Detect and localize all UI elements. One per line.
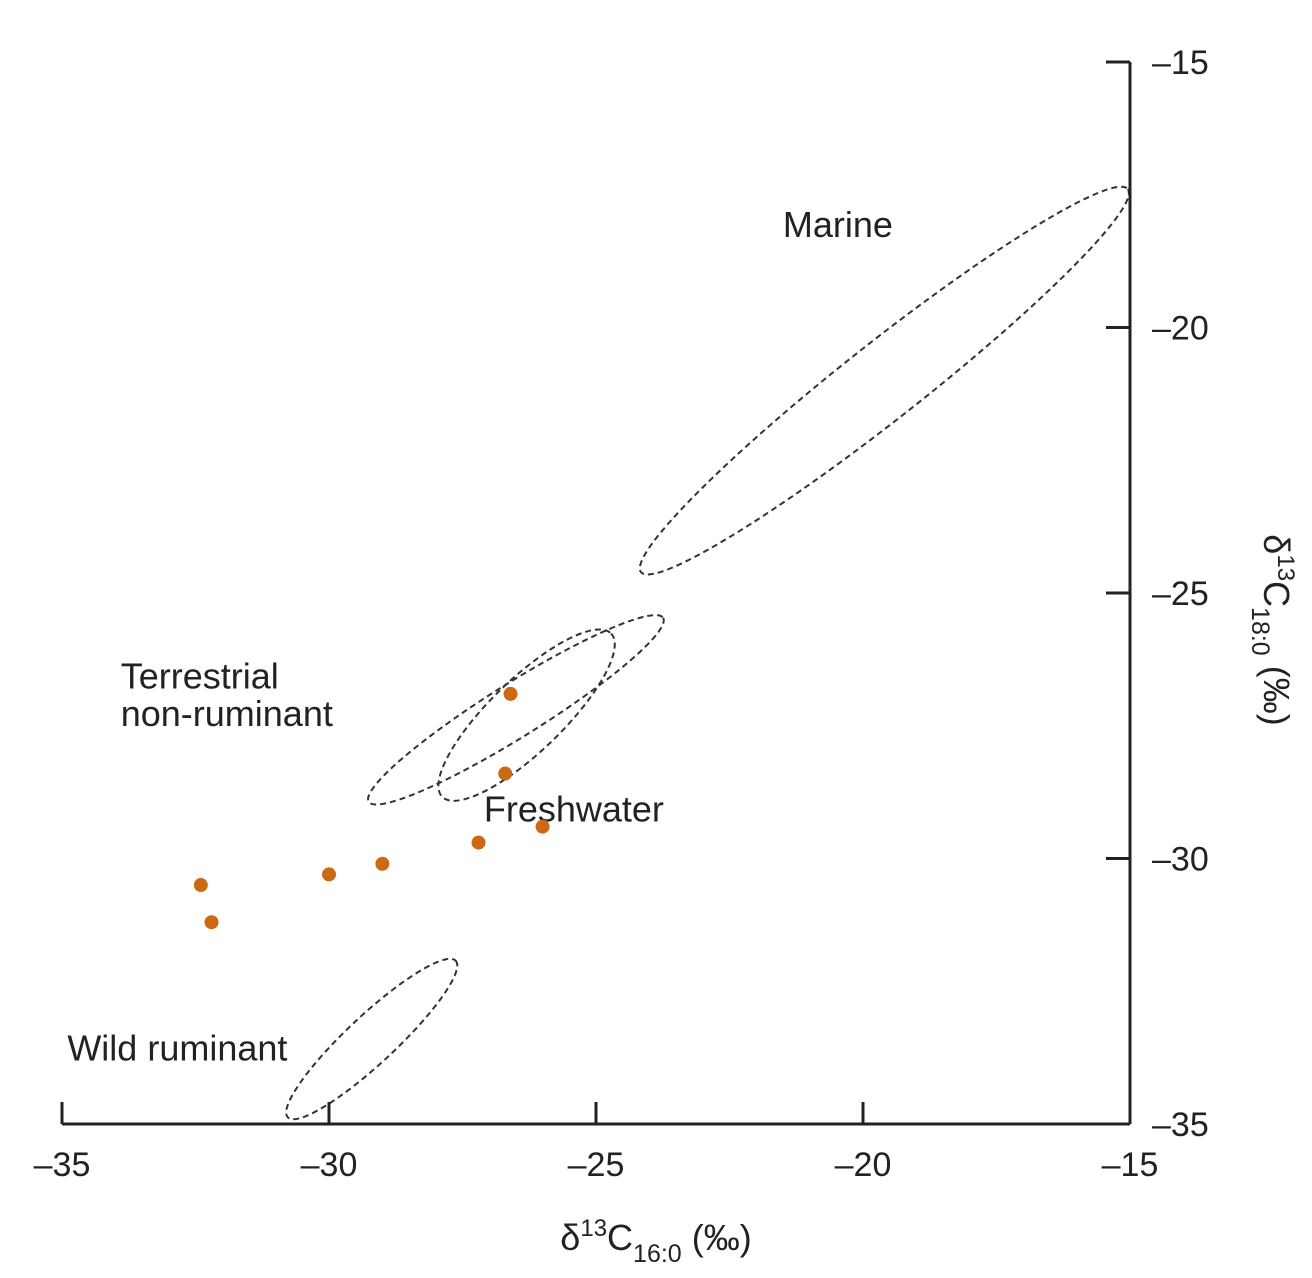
y-tick-label: –35 [1152, 1106, 1209, 1144]
x-tick-label: –30 [301, 1146, 358, 1184]
y-axis-title-suffix: (‰) [1256, 656, 1297, 726]
y-axis-title-sub: 18:0 [1246, 607, 1274, 656]
x-tick-label: –20 [835, 1146, 892, 1184]
y-tick-label: –25 [1152, 575, 1209, 613]
y-axis-title-main: C [1256, 581, 1297, 607]
data-point [204, 915, 219, 930]
region-label: Marine [783, 204, 893, 245]
y-tick-label: –30 [1152, 841, 1209, 879]
data-point [503, 686, 518, 701]
x-tick-label: –15 [1102, 1146, 1159, 1184]
terrestrial-non-ruminant-region-ellipse [367, 614, 665, 806]
x-axis-title-prefix: δ [560, 1217, 580, 1258]
y-axis-title: δ13C18:0 (‰) [1246, 534, 1299, 725]
axes [62, 62, 1132, 1126]
y-tick-label: –20 [1152, 310, 1209, 348]
freshwater-region-ellipse [437, 628, 616, 802]
wild-ruminant-region-ellipse [285, 957, 459, 1121]
data-point [498, 766, 513, 781]
x-axis-title-main: C [607, 1217, 633, 1258]
data-point [375, 856, 390, 871]
x-axis-title: δ13C16:0 (‰) [560, 1215, 751, 1268]
x-tick-label: –35 [34, 1146, 91, 1184]
data-point [535, 819, 550, 834]
x-axis-title-sub: 16:0 [633, 1240, 682, 1268]
y-tick-label: –15 [1152, 44, 1209, 82]
y-axis-title-sup: 13 [1272, 554, 1299, 581]
x-axis-title-suffix: (‰) [682, 1217, 752, 1258]
region-label: Wild ruminant [67, 1027, 287, 1068]
y-axis-title-prefix: δ [1256, 534, 1297, 554]
region-label: Terrestrial [121, 656, 279, 697]
x-tick-label: –25 [568, 1146, 625, 1184]
data-point [193, 878, 208, 893]
region-label: Freshwater [484, 788, 664, 829]
tick-marks-and-labels: –35 –30 –25 –20 –15–35–30–25–20–15 [34, 44, 1209, 1184]
x-axis-title-sup: 13 [580, 1215, 607, 1242]
data-points [193, 686, 550, 930]
data-point [322, 867, 336, 882]
data-point [471, 835, 486, 850]
region-label: non-ruminant [121, 693, 333, 734]
marine-region-ellipse [638, 185, 1130, 576]
region-ellipses [285, 185, 1130, 1121]
